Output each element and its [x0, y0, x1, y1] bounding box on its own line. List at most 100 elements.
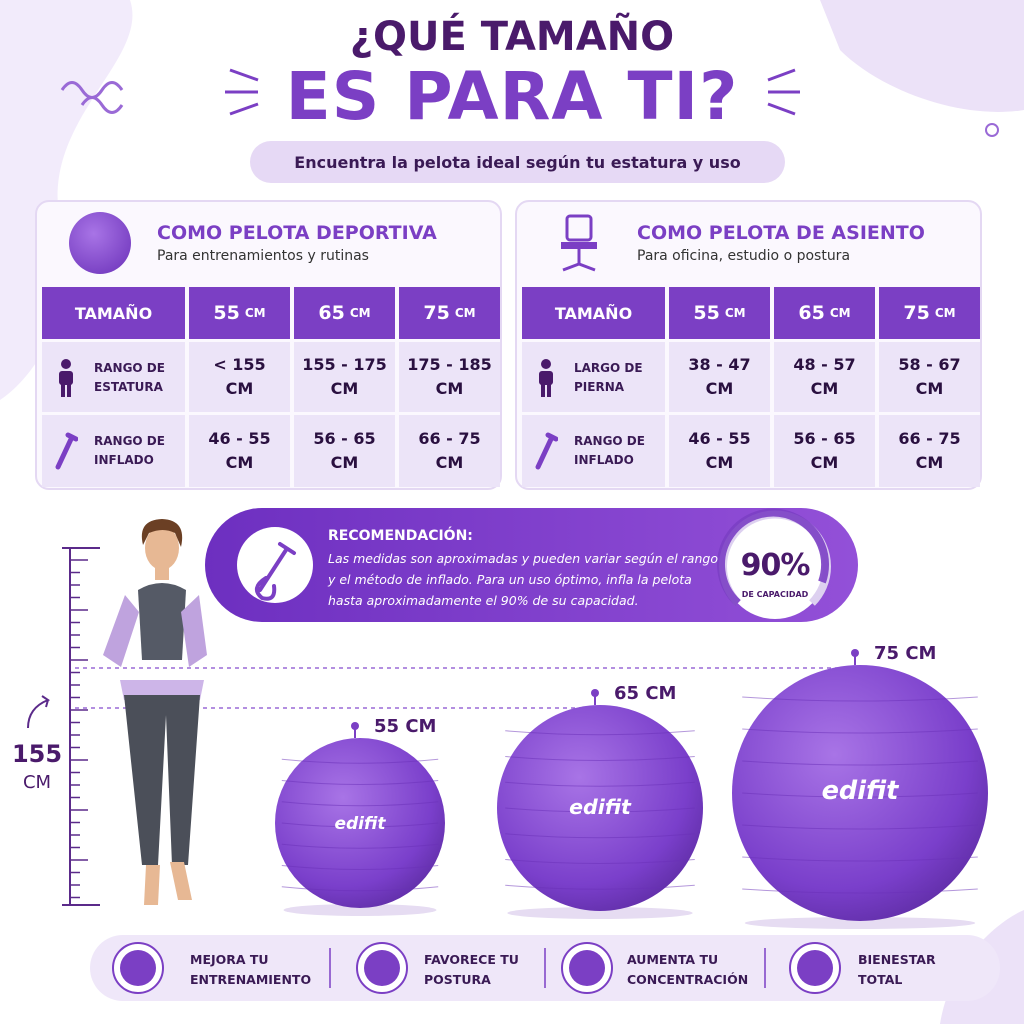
- recommendation-text: hasta aproximadamente el 90% de su capac…: [328, 593, 639, 608]
- table-cell: 56 - 65 CM: [294, 415, 395, 487]
- valve: [851, 649, 859, 657]
- row-label: PIERNA: [574, 380, 625, 394]
- exercise-ball: 75 CM edifit: [732, 643, 988, 929]
- ball-rib: [505, 781, 695, 787]
- feature-text: AUMENTA TU: [627, 952, 719, 967]
- gauge-value: 90%: [740, 548, 811, 583]
- row-label-cell: RANGO DE INFLADO: [522, 415, 665, 487]
- size-header-cell: 55 CM: [189, 287, 290, 339]
- table-cell: 155 - 175 CM: [294, 342, 395, 412]
- recommendation-title: RECOMENDACIÓN:: [328, 528, 473, 544]
- exercise-ball: 65 CM edifit: [497, 683, 703, 919]
- ball-rib: [281, 801, 439, 807]
- cell-range: < 155: [213, 355, 266, 374]
- ball: [497, 705, 703, 911]
- subtitle: Encuentra la pelota ideal según tu estat…: [294, 152, 741, 172]
- size-unit: CM: [724, 306, 746, 320]
- panel-subtitle: Para entrenamientos y rutinas: [157, 248, 369, 264]
- cell-unit: CM: [915, 379, 944, 398]
- valve: [591, 689, 599, 697]
- ball-size-label: 55 CM: [374, 716, 436, 737]
- person-icon: [539, 359, 553, 397]
- ball-rib: [742, 760, 978, 766]
- row-icon: [534, 358, 558, 398]
- size-unit: CM: [934, 306, 956, 320]
- ball-rib: [742, 824, 978, 830]
- cell-unit: CM: [810, 453, 839, 472]
- size-unit: CM: [349, 306, 371, 320]
- ball: [732, 665, 988, 921]
- ball-rib: [505, 807, 695, 813]
- cell-range: 155 - 175: [302, 355, 387, 374]
- ball-brand: edifit: [822, 776, 901, 806]
- ball-rib: [505, 859, 695, 864]
- cell-range: 66 - 75: [418, 429, 481, 448]
- feature-text: POSTURA: [424, 972, 491, 987]
- ball-rib: [742, 792, 978, 798]
- cell-unit: CM: [330, 453, 359, 472]
- chair-icon: [557, 214, 601, 274]
- cell-range: 175 - 185: [407, 355, 492, 374]
- size-header-cell: 55 CM: [669, 287, 770, 339]
- cell-unit: CM: [225, 379, 254, 398]
- row-label-cell: RANGO DE INFLADO: [42, 415, 185, 487]
- row-icon: [54, 431, 79, 471]
- ball-shadow: [507, 907, 693, 919]
- cell-range: 58 - 67: [898, 355, 961, 374]
- feature-icon: [120, 950, 156, 986]
- ball-size-label: 65 CM: [614, 683, 676, 704]
- ball-rib: [742, 728, 978, 734]
- cell-range: 66 - 75: [898, 429, 961, 448]
- ball-brand: edifit: [334, 814, 386, 834]
- table-cell: 38 - 47 CM: [669, 342, 770, 412]
- size-panel: COMO PELOTA DE ASIENTO Para oficina, estu…: [515, 200, 982, 490]
- cell-range: 46 - 55: [208, 429, 271, 448]
- ball-icon: [69, 212, 131, 274]
- cell-unit: CM: [225, 453, 254, 472]
- row-label: RANGO DE: [94, 361, 165, 375]
- feature-text: FAVORECE TU: [424, 952, 519, 967]
- ball-brand: edifit: [569, 795, 632, 819]
- cell-unit: CM: [435, 453, 464, 472]
- height-number: 155: [11, 740, 63, 768]
- title-line-2: ES PARA TI?: [285, 58, 739, 135]
- ball-size-label: 75 CM: [874, 643, 936, 664]
- subtitle-pill: Encuentra la pelota ideal según tu estat…: [250, 141, 785, 183]
- table-cell: 56 - 65 CM: [774, 415, 875, 487]
- cell-unit: CM: [705, 379, 734, 398]
- row-label: RANGO DE: [94, 434, 165, 448]
- gauge-label: DE CAPACIDAD: [741, 590, 809, 599]
- cell-range: 48 - 57: [793, 355, 856, 374]
- size-header-cell: 75 CM: [399, 287, 500, 339]
- table-cell: 46 - 55 CM: [189, 415, 290, 487]
- height-unit: CM: [22, 772, 52, 793]
- cell-range: 38 - 47: [688, 355, 751, 374]
- ball-rib: [505, 833, 695, 839]
- size-header-cell: 75 CM: [879, 287, 980, 339]
- table-cell: 175 - 185 CM: [399, 342, 500, 412]
- size-number: 75: [423, 302, 450, 324]
- ball-rib: [281, 758, 439, 764]
- feature-text: ENTRENAMIENTO: [190, 972, 312, 987]
- row-label-cell: RANGO DE ESTATURA: [42, 342, 185, 412]
- ball-rib: [281, 780, 439, 785]
- size-unit: CM: [829, 306, 851, 320]
- cell-range: 56 - 65: [313, 429, 376, 448]
- title-line-1: ¿QUÉ TAMAÑO: [349, 14, 675, 60]
- row-label: INFLADO: [94, 453, 154, 467]
- cell-unit: CM: [705, 453, 734, 472]
- size-unit: CM: [244, 306, 266, 320]
- ball-rib: [505, 884, 695, 890]
- ball-rib: [505, 756, 695, 761]
- feature-icon: [797, 950, 833, 986]
- recommendation-text: y el método de inflado. Para un uso ópti…: [328, 572, 692, 587]
- ball-shadow: [283, 904, 437, 916]
- ball-rib: [742, 696, 978, 702]
- size-number: 65: [318, 302, 345, 324]
- table-cell: < 155 CM: [189, 342, 290, 412]
- cell-unit: CM: [435, 379, 464, 398]
- ball-shadow: [744, 917, 976, 929]
- feature-text: TOTAL: [858, 972, 903, 987]
